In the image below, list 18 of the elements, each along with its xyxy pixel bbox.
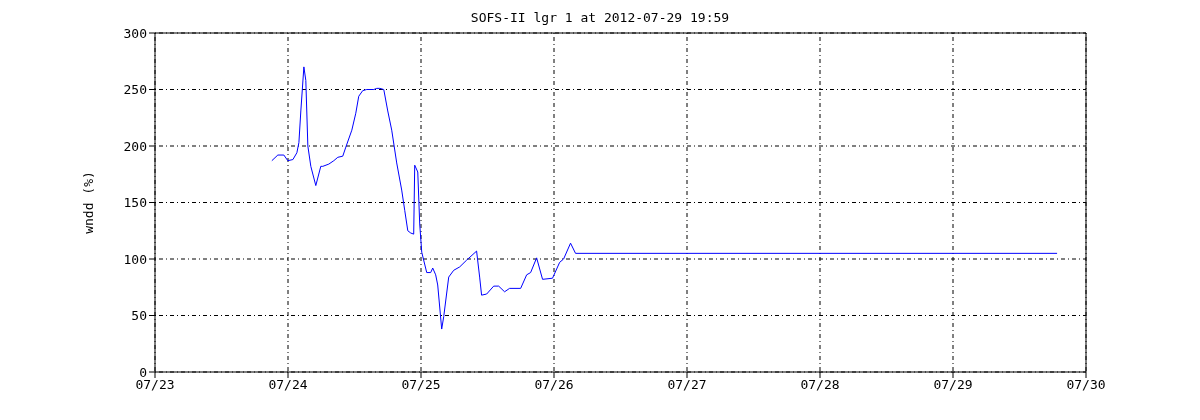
- y-axis-title: wndd (%): [80, 171, 96, 234]
- x-tick-label: 07/29: [933, 377, 973, 393]
- y-tick-label: 250: [123, 82, 147, 98]
- y-tick-label: 0: [139, 364, 147, 380]
- y-tick-label: 50: [131, 308, 147, 324]
- x-tick-label: 07/24: [268, 377, 308, 393]
- x-tick-label: 07/28: [800, 377, 840, 393]
- x-tick-label: 07/30: [1066, 377, 1106, 393]
- line-series: [271, 66, 1058, 330]
- y-tick-label: 100: [123, 251, 147, 267]
- y-tick-label: 300: [123, 25, 147, 41]
- x-tick-label: 07/25: [401, 377, 441, 393]
- y-tick-label: 150: [123, 195, 147, 211]
- chart-title: SOFS-II lgr 1 at 2012-07-29 19:59: [469, 10, 731, 25]
- x-tick-label: 07/23: [135, 377, 175, 393]
- x-tick-label: 07/27: [667, 377, 707, 393]
- y-tick-label: 200: [123, 138, 147, 154]
- x-tick-label: 07/26: [534, 377, 574, 393]
